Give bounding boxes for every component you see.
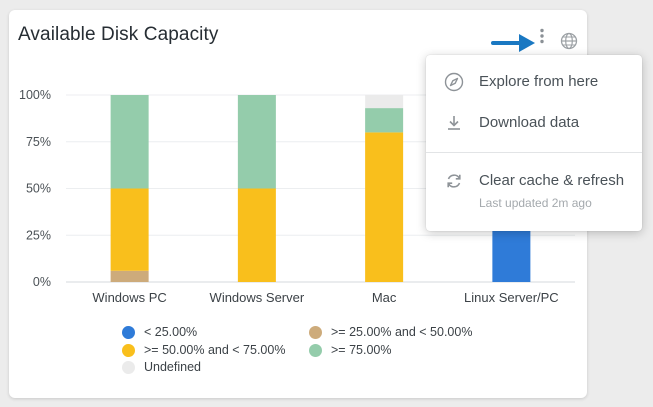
legend-label: Undefined xyxy=(144,360,201,374)
menu-item-label: Download data xyxy=(479,114,580,131)
y-tick-label: 25% xyxy=(26,228,51,242)
legend-label: >= 75.00% xyxy=(331,343,392,357)
y-tick-label: 50% xyxy=(26,182,51,196)
x-tick-label: Mac xyxy=(372,290,397,305)
legend-item-50-75: >= 50.00% and < 75.00% xyxy=(122,343,285,357)
legend-item-gte75: >= 75.00% xyxy=(309,343,391,357)
pointer-arrow-icon xyxy=(491,34,535,52)
legend-label: >= 25.00% and < 50.00% xyxy=(331,325,473,339)
bar-segment[interactable] xyxy=(237,95,276,189)
x-tick-label: Windows PC xyxy=(92,290,166,305)
legend-swatch xyxy=(122,360,135,374)
bar-segment[interactable] xyxy=(237,188,276,283)
y-tick-label: 100% xyxy=(19,88,51,102)
menu-item-download[interactable]: Download data xyxy=(426,104,642,142)
bar-segment[interactable] xyxy=(365,95,404,109)
menu-divider xyxy=(426,152,642,153)
legend-item-undefined: Undefined xyxy=(122,360,201,374)
x-tick-label: Windows Server xyxy=(210,290,305,305)
legend-swatch xyxy=(309,343,322,357)
menu-item-label: Explore from here xyxy=(479,73,599,90)
legend-label: >= 50.00% and < 75.00% xyxy=(144,343,286,357)
download-icon xyxy=(448,116,460,130)
y-tick-label: 75% xyxy=(26,135,51,149)
menu-item-clear-cache[interactable]: Clear cache & refresh xyxy=(426,162,642,200)
legend-label: < 25.00% xyxy=(144,325,198,339)
compass-icon xyxy=(444,72,464,92)
card-title: Available Disk Capacity xyxy=(18,24,219,45)
more-options-icon[interactable] xyxy=(529,23,555,49)
options-menu: Explore from here Download data Clear ca… xyxy=(426,55,642,231)
legend-swatch xyxy=(122,325,135,339)
x-tick-label: Linux Server/PC xyxy=(464,290,559,305)
bar-segment[interactable] xyxy=(110,95,149,189)
menu-item-explore[interactable]: Explore from here xyxy=(426,63,642,101)
legend-item-25-50: >= 25.00% and < 50.00% xyxy=(309,325,472,339)
bar-segment[interactable] xyxy=(365,132,404,282)
menu-item-label: Clear cache & refresh xyxy=(479,172,625,189)
bar-segment[interactable] xyxy=(110,270,149,282)
legend-swatch xyxy=(309,325,322,339)
last-updated-text: Last updated 2m ago xyxy=(479,196,592,210)
legend-swatch xyxy=(122,343,135,357)
legend-item-lt25: < 25.00% xyxy=(122,325,197,339)
globe-icon[interactable] xyxy=(560,32,578,50)
bar-segment[interactable] xyxy=(365,108,404,133)
bar-segment[interactable] xyxy=(110,188,149,271)
y-tick-label: 0% xyxy=(33,275,51,289)
refresh-icon xyxy=(447,174,461,188)
